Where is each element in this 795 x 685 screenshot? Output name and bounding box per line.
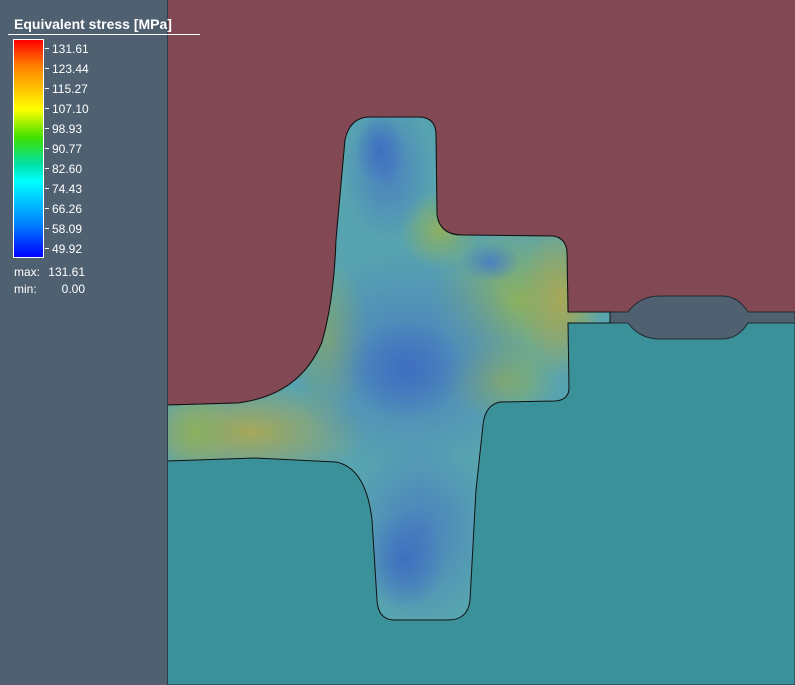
tick-mark xyxy=(45,68,49,69)
legend-title: Equivalent stress [MPa] xyxy=(14,16,172,32)
min-value: 0.00 xyxy=(61,282,85,296)
min-label: min: xyxy=(14,282,37,296)
scale-tick-label: 66.26 xyxy=(52,202,83,216)
legend-panel: Equivalent stress [MPa] 131.61 123.44 11… xyxy=(0,0,200,685)
part-outline xyxy=(166,116,611,621)
scale-tick-label: 131.61 xyxy=(52,42,89,56)
color-scale-bar xyxy=(13,39,44,258)
max-label: max: xyxy=(14,265,41,279)
tick-mark xyxy=(45,248,49,249)
scale-tick-label: 115.27 xyxy=(52,82,88,96)
flash-channel xyxy=(609,295,795,340)
tick-mark xyxy=(45,148,49,149)
scale-tick-label: 90.77 xyxy=(52,142,83,156)
scale-tick-label: 107.10 xyxy=(52,102,89,116)
scale-tick-label: 74.43 xyxy=(52,182,83,196)
tick-mark xyxy=(45,88,49,89)
tick-mark xyxy=(45,168,49,169)
scale-tick-label: 98.93 xyxy=(52,122,83,136)
scale-tick-label: 58.09 xyxy=(52,222,83,236)
tick-mark xyxy=(45,48,49,49)
tick-mark xyxy=(45,228,49,229)
scale-tick-label: 82.60 xyxy=(52,162,83,176)
scale-tick-label: 123.44 xyxy=(52,62,89,76)
forging-part[interactable] xyxy=(130,100,620,630)
tick-mark xyxy=(45,128,49,129)
scale-tick-label: 49.92 xyxy=(52,242,83,256)
max-value: 131.61 xyxy=(48,265,85,279)
legend-title-underline xyxy=(8,34,200,35)
tick-mark xyxy=(45,108,49,109)
tick-mark xyxy=(45,208,49,209)
tick-mark xyxy=(45,188,49,189)
